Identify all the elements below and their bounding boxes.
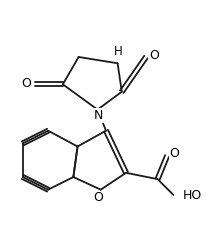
Text: N: N bbox=[94, 109, 103, 122]
Text: O: O bbox=[94, 191, 104, 204]
Text: O: O bbox=[21, 77, 31, 90]
Text: O: O bbox=[149, 49, 159, 62]
Text: O: O bbox=[170, 147, 179, 160]
Text: HO: HO bbox=[183, 190, 202, 202]
Text: H: H bbox=[114, 45, 123, 58]
